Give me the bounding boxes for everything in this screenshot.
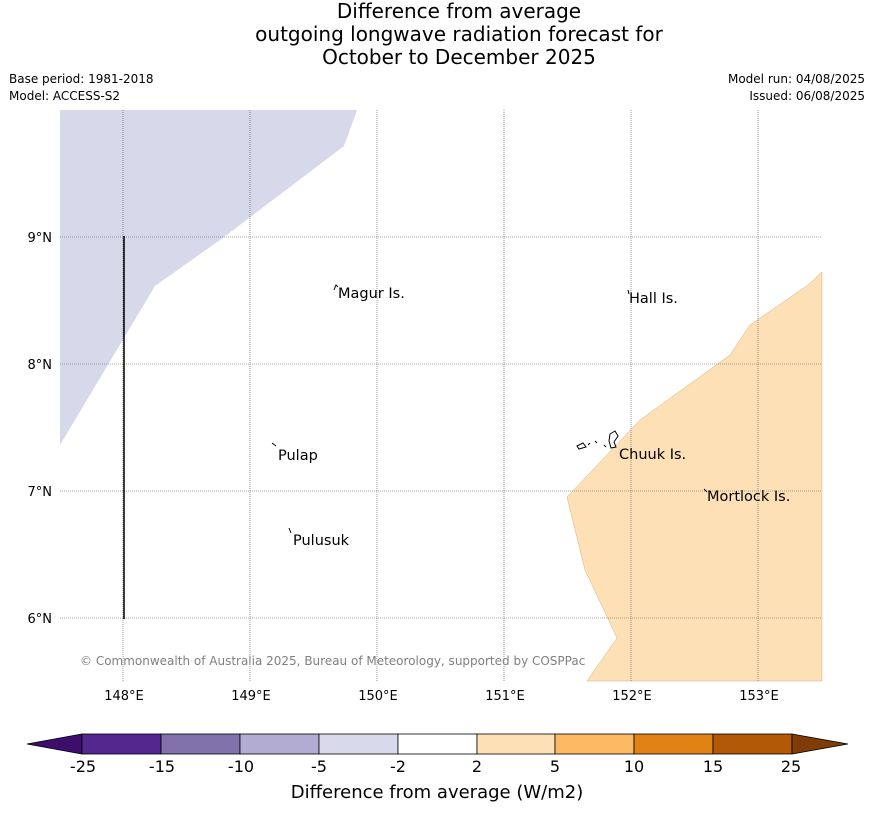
colorbar-tick-8: 10 (624, 757, 644, 776)
colorbar-tick-3: -10 (228, 757, 254, 776)
place-label-hall: Hall Is. (629, 291, 678, 307)
colorbar-tick-4: -5 (311, 757, 327, 776)
colorbar (26, 733, 849, 755)
meta-left: Base period: 1981-2018 Model: ACCESS-S2 (9, 71, 154, 105)
colorbar-label: Difference from average (W/m2) (291, 782, 583, 803)
lat-label-6n: 6°N (28, 612, 53, 627)
copyright-credit: © Commonwealth of Australia 2025, Bureau… (80, 654, 585, 668)
colorbar-segment-8 (633, 733, 714, 755)
place-label-pulusuk: Pulusuk (293, 533, 350, 549)
lon-label-153e: 153°E (739, 689, 779, 704)
lat-label-9n: 9°N (28, 231, 53, 246)
title-line-2: outgoing longwave radiation forecast for (255, 22, 663, 46)
colorbar-extend-high (791, 733, 849, 755)
colorbar-tick-5: -2 (390, 757, 406, 776)
colorbar-segment-1 (81, 733, 162, 755)
lat-label-8n: 8°N (28, 358, 53, 373)
colorbar-extend-low (26, 733, 83, 755)
model-run: Model run: 04/08/2025 (727, 72, 865, 86)
place-label-chuuk: Chuuk Is. (619, 447, 686, 463)
model-name: Model: ACCESS-S2 (9, 89, 121, 103)
lon-label-150e: 150°E (358, 689, 398, 704)
map-title: Difference from average outgoing longwav… (0, 0, 873, 69)
colorbar-tick-2: -15 (149, 757, 175, 776)
issued-date: Issued: 06/08/2025 (749, 89, 865, 103)
lon-label-149e: 149°E (231, 689, 271, 704)
title-line-1: Difference from average (336, 0, 582, 23)
map-gridlines (60, 110, 822, 681)
lon-label-151e: 151°E (485, 689, 525, 704)
island-coastlines (271, 284, 708, 534)
meta-right: Model run: 04/08/2025 Issued: 06/08/2025 (728, 71, 865, 105)
colorbar-tick-9: 15 (703, 757, 723, 776)
colorbar-segment-3 (239, 733, 320, 755)
base-period: Base period: 1981-2018 (9, 72, 154, 86)
place-label-mortlock: Mortlock Is. (707, 489, 790, 505)
lat-label-7n: 7°N (28, 485, 53, 500)
colorbar-segment-5 (397, 733, 478, 755)
colorbar-tick-6: 2 (472, 757, 482, 776)
title-line-3: October to December 2025 (322, 45, 596, 69)
colorbar-tick-10: 25 (781, 757, 801, 776)
colorbar-segment-7 (554, 733, 635, 755)
colorbar-segment-9 (712, 733, 793, 755)
colorbar-segment-2 (160, 733, 241, 755)
colorbar-segment-4 (318, 733, 399, 755)
negative-anomaly-region (60, 110, 357, 445)
colorbar-tick-7: 5 (550, 757, 560, 776)
colorbar-segment-6 (476, 733, 556, 755)
place-label-pulap: Pulap (278, 448, 318, 464)
lon-label-148e: 148°E (104, 689, 144, 704)
positive-anomaly-region (566, 271, 823, 682)
colorbar-tick-1: -25 (70, 757, 96, 776)
place-label-magur: Magur Is. (338, 286, 405, 302)
lon-label-152e: 152°E (612, 689, 652, 704)
